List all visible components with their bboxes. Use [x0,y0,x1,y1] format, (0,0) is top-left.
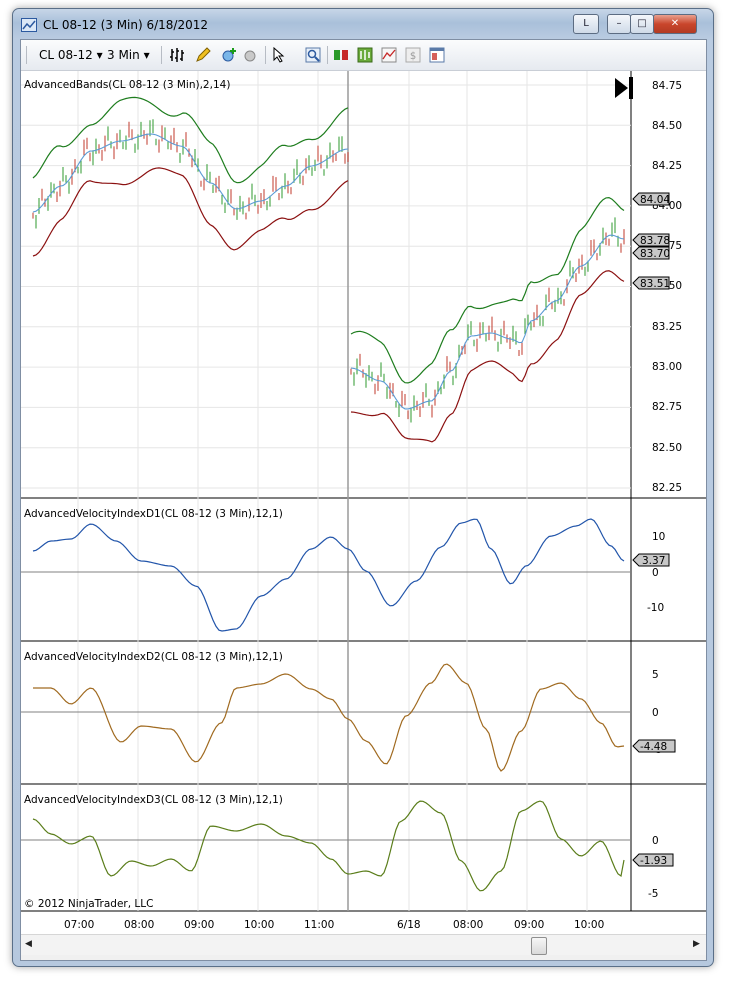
price-tick: 83.00 [652,361,682,373]
toolbar-grip [26,46,27,64]
time-tick: 08:00 [124,919,154,931]
svg-text:$: $ [410,51,416,62]
d1-line [32,518,625,632]
scroll-left-icon[interactable]: ◀ [25,939,32,949]
chart-grid [21,71,631,911]
price-tick: 84.75 [652,80,682,92]
toolbar-separator [327,46,328,64]
maximize-button[interactable]: □ [630,14,654,34]
d3-line [32,800,625,892]
d1-panel-label: AdvancedVelocityIndexD1(CL 08-12 (3 Min)… [24,508,283,520]
badge-mid-band: 83.78 [632,233,670,247]
toolbar-separator [265,46,266,64]
svg-text:0: 0 [652,567,659,579]
d3-panel-label: AdvancedVelocityIndexD3(CL 08-12 (3 Min)… [24,794,283,806]
cursor-icon[interactable] [271,47,287,63]
chart-canvas[interactable]: AdvancedBands(CL 08-12 (3 Min),2,14) Adv… [21,71,706,934]
time-tick: 08:00 [453,919,483,931]
scroll-to-end-icon[interactable] [615,77,633,99]
lower-band-line [350,270,625,443]
svg-text:5: 5 [652,669,659,681]
badge-upper-band: 84.04 [632,192,670,206]
time-tick: 09:00 [184,919,214,931]
svg-text:-1.93: -1.93 [640,855,667,867]
badge-d2: -4.48 [632,739,676,753]
pencil-icon[interactable] [195,47,211,63]
chart-area[interactable]: AdvancedBands(CL 08-12 (3 Min),2,14) Adv… [21,71,706,934]
svg-text:83.51: 83.51 [640,278,670,290]
price-panel-label: AdvancedBands(CL 08-12 (3 Min),2,14) [24,79,230,91]
minimize-button[interactable]: – [607,14,631,34]
svg-text:83.70: 83.70 [640,248,670,260]
price-tick: 84.25 [652,160,682,172]
zoom-icon[interactable] [305,47,321,63]
d1-axis-labels: 10 0 -10 [647,531,665,614]
window-title: CL 08-12 (3 Min) 6/18/2012 [43,18,209,32]
scroll-thumb[interactable] [531,937,547,955]
window-frame: CL 08-12 (3 Min) 6/18/2012 L – □ ✕ CL 08… [12,8,714,967]
instrument-selector[interactable]: CL 08-12 ▾ [39,48,103,62]
time-tick: 10:00 [244,919,274,931]
badge-lower-band: 83.51 [632,276,670,290]
svg-text:3.37: 3.37 [642,555,665,567]
svg-text:0: 0 [652,835,659,847]
close-button[interactable]: ✕ [653,14,697,34]
indicators-icon[interactable] [381,47,397,63]
chart-app-icon [21,18,37,32]
price-tick: 82.25 [652,482,682,494]
copyright-text: © 2012 NinjaTrader, LLC [24,898,153,910]
horizontal-scrollbar[interactable]: ◀ ▶ [21,934,706,955]
d3-axis-labels: 0 -5 [648,835,659,900]
svg-text:83.78: 83.78 [640,235,670,247]
title-bar[interactable]: CL 08-12 (3 Min) 6/18/2012 L – □ ✕ [13,9,713,39]
svg-text:-10: -10 [647,602,664,614]
svg-text:-5: -5 [648,888,658,900]
upper-band-line [350,196,625,384]
chart-trader-icon[interactable] [333,47,349,63]
mid-band-line [350,234,625,410]
time-axis-labels: 07:00 08:00 09:00 10:00 11:00 6/18 08:00… [64,919,604,931]
badge-last-price: 83.70 [632,246,670,260]
chart-toolbar: CL 08-12 ▾ 3 Min ▾ $ [21,40,706,71]
price-tick: 83.25 [652,321,682,333]
time-tick: 07:00 [64,919,94,931]
bar-type-icon[interactable] [169,47,185,63]
d2-panel-label: AdvancedVelocityIndexD2(CL 08-12 (3 Min)… [24,651,283,663]
price-bars [32,119,625,423]
lower-band-line [32,167,349,257]
upper-band-line [32,96,349,184]
link-button[interactable]: L [573,14,599,34]
remove-indicator-icon[interactable] [243,47,259,63]
toolbar-separator [161,46,162,64]
strategy-icon[interactable] [357,47,373,63]
interval-label: 3 Min [107,48,140,62]
svg-text:-4.48: -4.48 [640,741,667,753]
badge-d1: 3.37 [632,553,670,567]
time-tick: 11:00 [304,919,334,931]
properties-icon[interactable] [429,47,445,63]
interval-selector[interactable]: 3 Min ▾ [107,48,150,62]
svg-text:84.04: 84.04 [640,194,670,206]
badge-d3: -1.93 [632,853,674,867]
add-indicator-icon[interactable] [221,47,237,63]
dollar-icon[interactable]: $ [405,47,421,63]
price-tick: 84.50 [652,120,682,132]
scroll-right-icon[interactable]: ▶ [693,939,700,949]
time-tick: 6/18 [397,919,421,931]
price-tick: 82.75 [652,401,682,413]
price-tick: 82.50 [652,442,682,454]
d2-line [33,663,625,772]
svg-text:0: 0 [652,707,659,719]
instrument-label: CL 08-12 [39,48,93,62]
svg-text:10: 10 [652,531,665,543]
indicator-lines [32,96,625,892]
time-tick: 10:00 [574,919,604,931]
chart-window-client: CL 08-12 ▾ 3 Min ▾ $ [20,39,707,961]
time-tick: 09:00 [514,919,544,931]
mid-band-line [32,133,349,213]
